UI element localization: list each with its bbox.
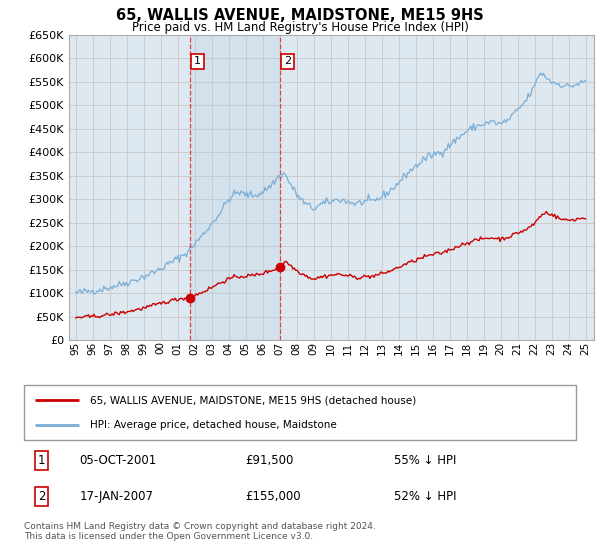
Text: 65, WALLIS AVENUE, MAIDSTONE, ME15 9HS (detached house): 65, WALLIS AVENUE, MAIDSTONE, ME15 9HS (… xyxy=(90,395,416,405)
Text: £155,000: £155,000 xyxy=(245,491,301,503)
Text: 2: 2 xyxy=(38,491,46,503)
Text: 2: 2 xyxy=(284,57,291,66)
Text: 1: 1 xyxy=(38,454,46,468)
Text: 55% ↓ HPI: 55% ↓ HPI xyxy=(394,454,456,468)
Text: 1: 1 xyxy=(194,57,201,66)
Bar xyxy=(190,35,280,340)
Text: HPI: Average price, detached house, Maidstone: HPI: Average price, detached house, Maid… xyxy=(90,419,337,430)
FancyBboxPatch shape xyxy=(24,385,576,440)
Text: £91,500: £91,500 xyxy=(245,454,293,468)
Text: 52% ↓ HPI: 52% ↓ HPI xyxy=(394,491,457,503)
Text: 65, WALLIS AVENUE, MAIDSTONE, ME15 9HS: 65, WALLIS AVENUE, MAIDSTONE, ME15 9HS xyxy=(116,8,484,24)
Text: 17-JAN-2007: 17-JAN-2007 xyxy=(79,491,153,503)
Text: Price paid vs. HM Land Registry's House Price Index (HPI): Price paid vs. HM Land Registry's House … xyxy=(131,21,469,34)
Text: 05-OCT-2001: 05-OCT-2001 xyxy=(79,454,157,468)
Text: Contains HM Land Registry data © Crown copyright and database right 2024.
This d: Contains HM Land Registry data © Crown c… xyxy=(24,522,376,542)
